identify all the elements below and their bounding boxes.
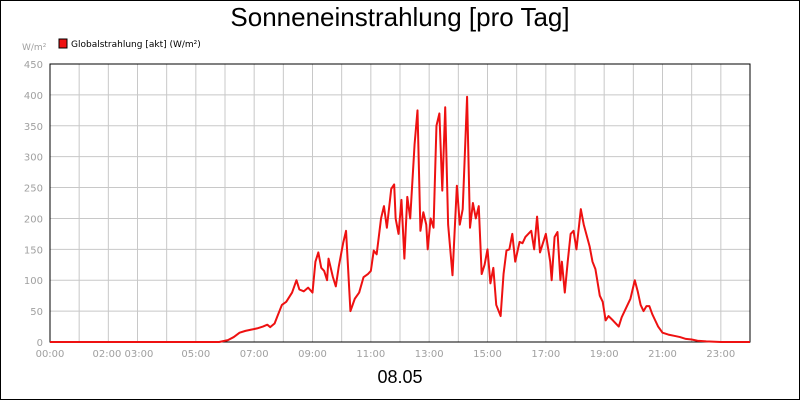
x-tick-label: 00:00 — [36, 349, 65, 360]
x-tick-label: 02:00 03:00 — [93, 349, 154, 360]
x-tick-label: 05:00 — [181, 349, 210, 360]
x-tick-label: 23:00 — [706, 349, 735, 360]
x-tick-label: 15:00 — [473, 349, 502, 360]
y-tick-label: 300 — [24, 153, 43, 164]
chart-date-label: 08.05 — [377, 367, 423, 387]
y-tick-label: 150 — [24, 245, 43, 256]
legend-swatch — [58, 38, 68, 49]
x-tick-label: 21:00 — [648, 349, 677, 360]
y-tick-label: 350 — [24, 122, 43, 133]
x-tick-label: 11:00 — [356, 349, 385, 360]
x-tick-label: 19:00 — [590, 349, 619, 360]
x-tick-label: 17:00 — [531, 349, 560, 360]
plot-border — [49, 63, 751, 343]
x-tick-label: 13:00 — [415, 349, 444, 360]
y-tick-label: 250 — [24, 184, 43, 195]
y-tick-label: 400 — [24, 91, 43, 102]
legend-label: Globalstrahlung [akt] (W/m²) — [71, 40, 201, 50]
x-tick-label: 07:00 — [240, 349, 269, 360]
x-tick-label: 09:00 — [298, 349, 327, 360]
y-axis-unit-label: W/m² — [22, 43, 47, 53]
chart-title: Sonneneinstrahlung [pro Tag] — [230, 2, 570, 32]
series-line-globalstrahlung — [50, 95, 750, 343]
y-tick-label: 50 — [30, 307, 43, 318]
y-tick-label: 0 — [37, 338, 43, 349]
y-tick-label: 200 — [24, 214, 43, 225]
y-tick-label: 450 — [24, 60, 43, 71]
y-tick-label: 100 — [24, 276, 43, 287]
